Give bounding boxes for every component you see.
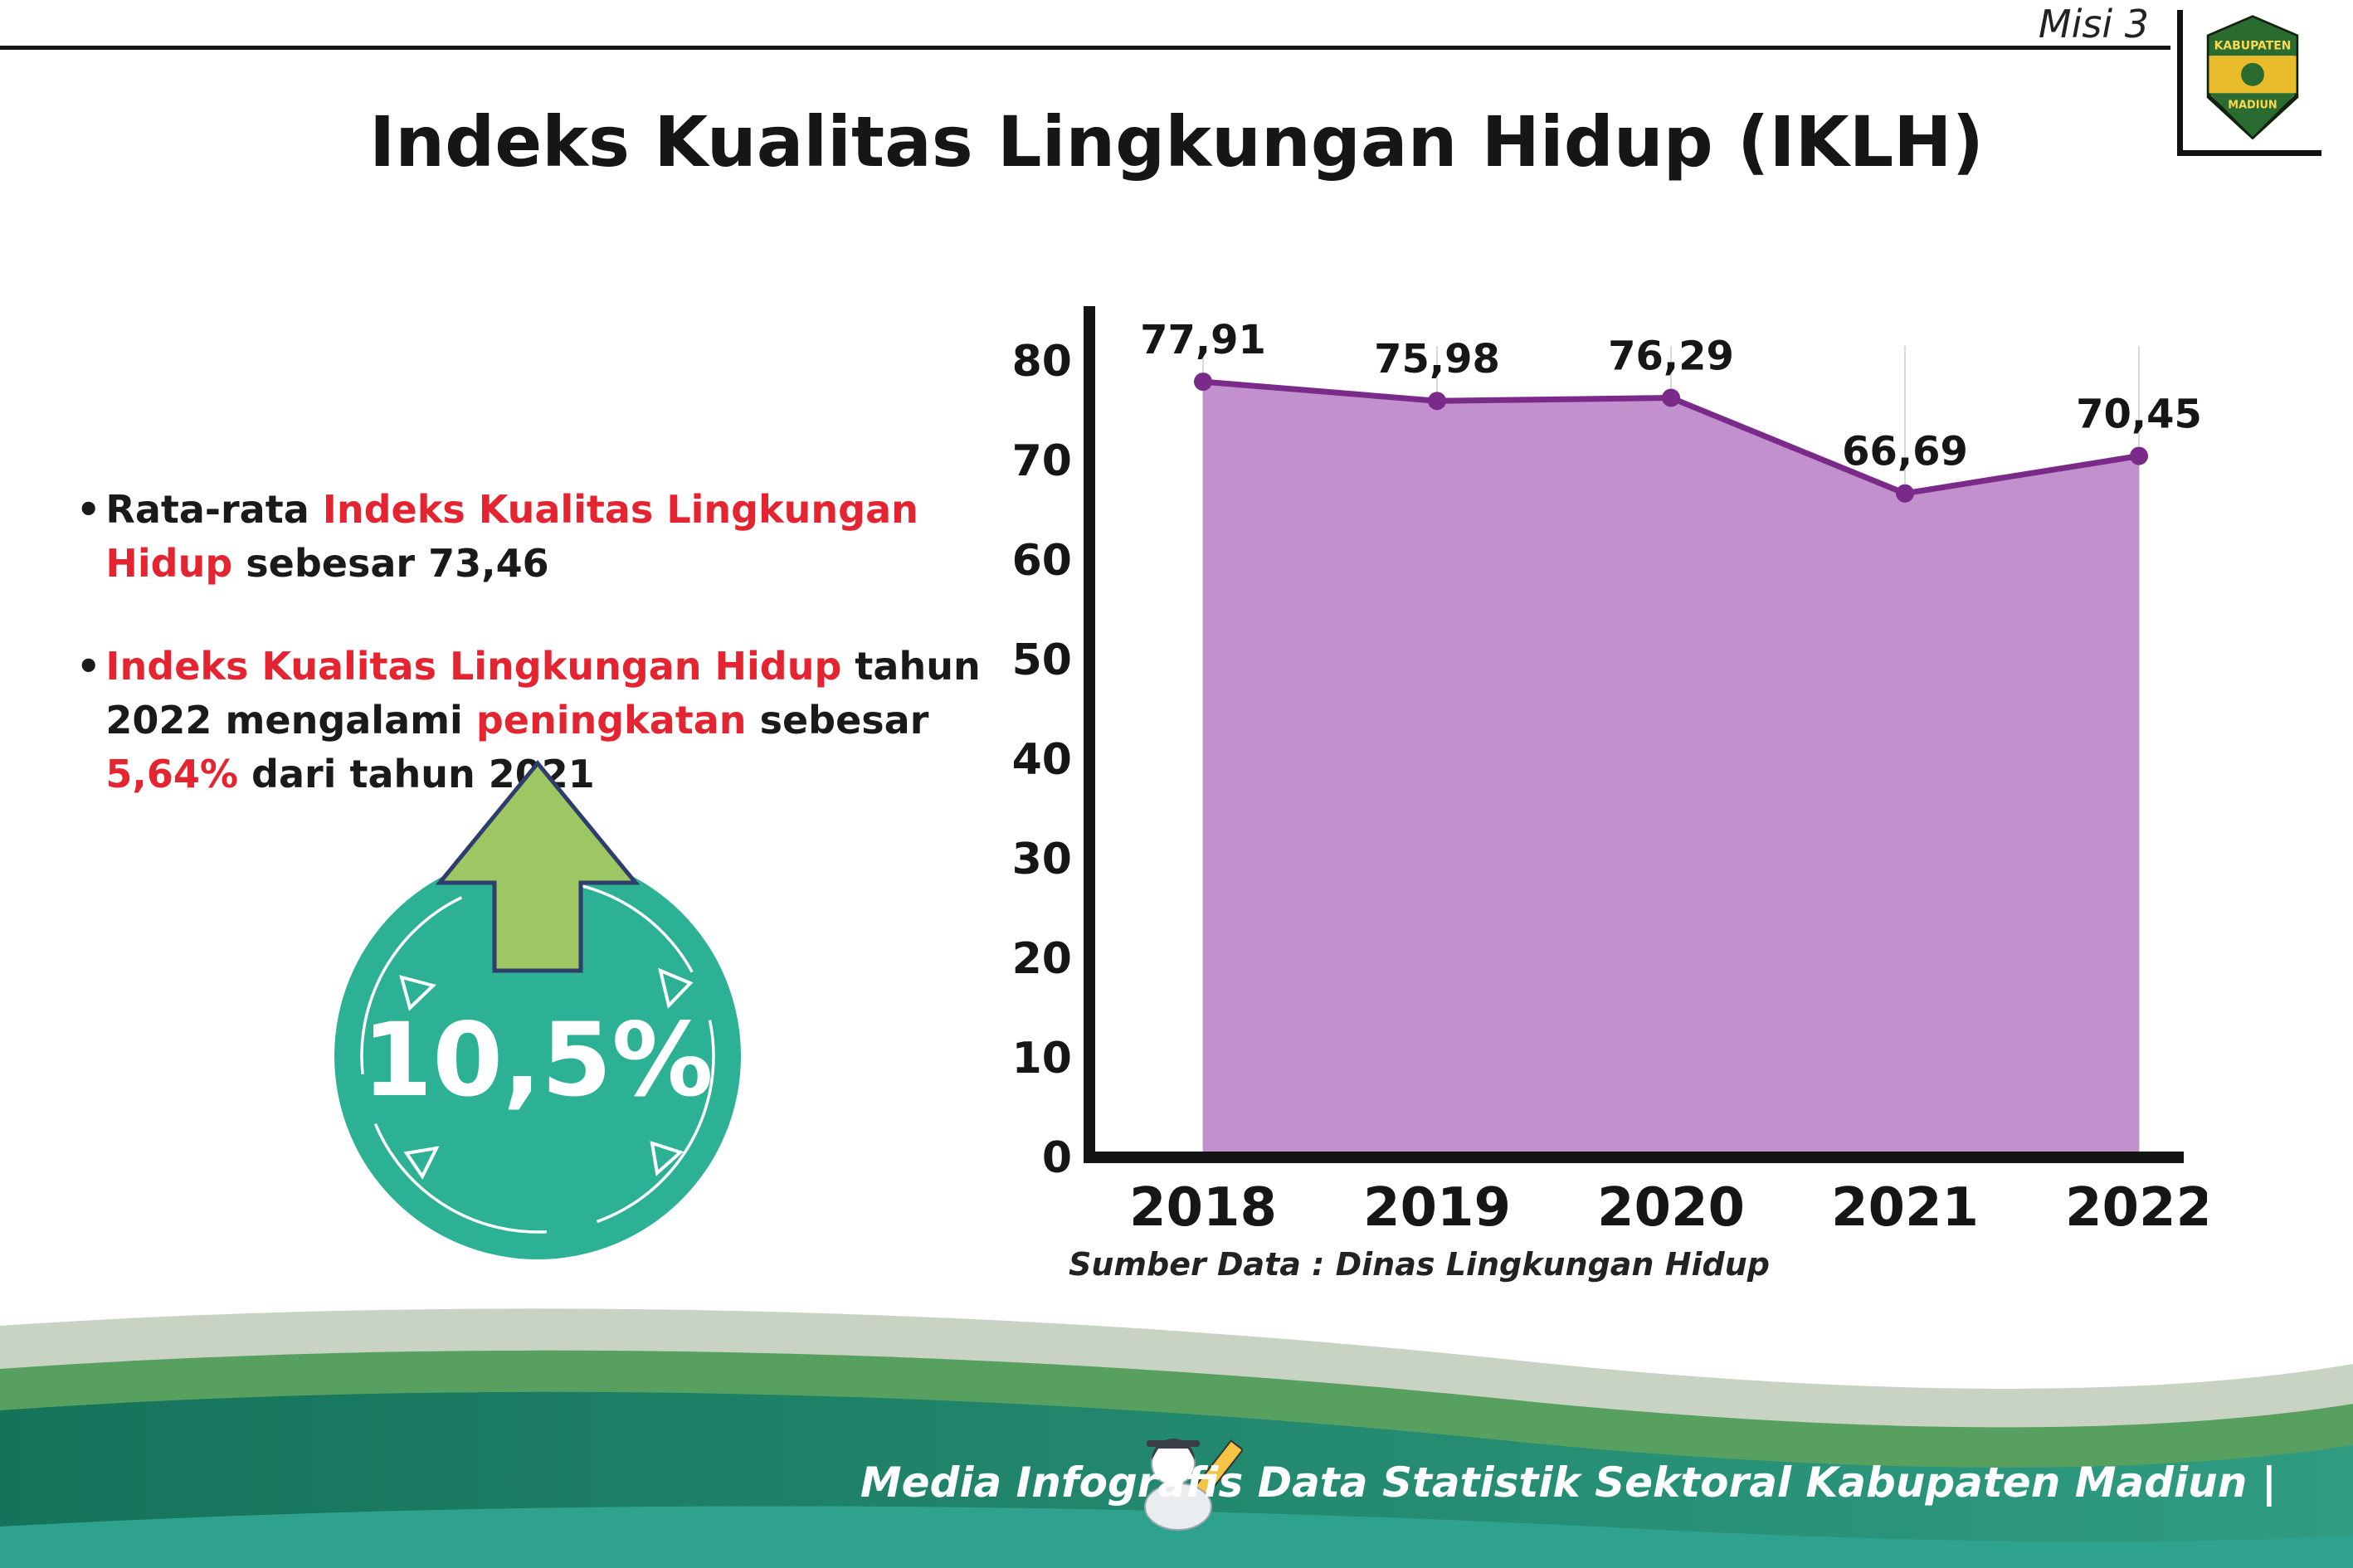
bullet-average-iklh: • Rata-rata Indeks Kualitas Lingkungan H… <box>76 483 993 592</box>
data-label: 70,45 <box>2076 392 2202 438</box>
data-point <box>1896 484 1914 503</box>
data-point <box>1662 388 1680 407</box>
increase-badge: 10,5% <box>334 760 741 1259</box>
x-tick-label: 2021 <box>1831 1177 1979 1239</box>
bullet-increase-2022: • Indeks Kualitas Lingkungan Hidup tahun… <box>76 640 993 802</box>
x-tick-label: 2018 <box>1129 1177 1277 1239</box>
footer-credit: Media Infografis Data Statistik Sektoral… <box>860 1458 2277 1507</box>
bullet-text: Rata-rata Indeks Kualitas Lingkungan Hid… <box>105 483 993 592</box>
chart-source-note: Sumber Data : Dinas Lingkungan Hidup <box>1069 1246 1770 1283</box>
badge-circle <box>334 853 741 1259</box>
logo-frame: KABUPATEN MADIUN <box>2177 10 2321 156</box>
mascot-icon <box>1144 1439 1243 1531</box>
text-segment: sebesar 73,46 <box>232 541 549 587</box>
area-fill <box>1203 382 2139 1157</box>
text-segment-highlight: Indeks Kualitas Lingkungan Hidup <box>105 643 842 689</box>
y-tick-label: 50 <box>1012 635 1072 685</box>
kabupaten-madiun-logo: KABUPATEN MADIUN <box>2206 15 2298 140</box>
increase-arrow-icon <box>435 760 641 973</box>
x-tick-label: 2020 <box>1597 1177 1745 1239</box>
text-segment: Rata-rata <box>105 487 323 532</box>
text-segment: sebesar <box>746 697 929 743</box>
x-axis <box>1084 1152 2184 1163</box>
y-tick-label: 10 <box>1012 1034 1072 1083</box>
y-tick-label: 20 <box>1012 934 1072 984</box>
y-tick-label: 40 <box>1012 735 1072 785</box>
data-point <box>1194 373 1212 392</box>
logo-bottom-band <box>2208 93 2297 137</box>
key-points: • Rata-rata Indeks Kualitas Lingkungan H… <box>76 483 993 850</box>
logo-emblem <box>2240 62 2264 86</box>
x-tick-label: 2019 <box>1363 1177 1511 1239</box>
data-label: 76,29 <box>1608 334 1734 380</box>
logo-top-text: KABUPATEN <box>2214 40 2291 53</box>
y-tick-label: 60 <box>1012 536 1072 586</box>
data-label: 66,69 <box>1842 429 1968 475</box>
x-tick-label: 2022 <box>2065 1177 2207 1239</box>
text-segment-highlight: Indeks Kualitas Lingkungan Hidup <box>105 487 918 587</box>
misi-label: Misi 3 <box>2038 2 2149 46</box>
iklh-area-chart: 77,91 2018 75,98 2019 76,29 2020 66,69 2021 70,4… <box>1012 306 2207 1239</box>
bullet-marker: • <box>76 487 101 532</box>
data-label: 75,98 <box>1374 336 1500 382</box>
text-segment: tahun 2022 mengalami <box>105 643 981 743</box>
badge-value: 10,5% <box>362 1001 713 1119</box>
bullet-text: Indeks Kualitas Lingkungan Hidup tahun 2… <box>105 640 993 802</box>
page-title: Indeks Kualitas Lingkungan Hidup (IKLH) <box>369 101 1984 183</box>
text-segment-highlight: 5,64% <box>105 752 238 797</box>
bullet-marker: • <box>76 643 101 689</box>
data-point <box>2130 446 2148 465</box>
badge-ring-triangles <box>399 967 694 1180</box>
y-tick-label: 80 <box>1012 337 1072 387</box>
y-tick-label: 30 <box>1012 835 1072 884</box>
y-axis <box>1084 306 1095 1163</box>
logo-bottom-text: MADIUN <box>2228 100 2277 112</box>
header-rule <box>0 46 2170 50</box>
logo-top-band <box>2208 17 2297 56</box>
text-segment-highlight: peningkatan <box>475 697 747 743</box>
y-tick-label: 0 <box>1042 1133 1072 1183</box>
data-label: 77,91 <box>1140 317 1266 363</box>
wave-bottom <box>0 1506 2353 1568</box>
data-point <box>1428 392 1446 411</box>
y-tick-label: 70 <box>1012 436 1072 486</box>
